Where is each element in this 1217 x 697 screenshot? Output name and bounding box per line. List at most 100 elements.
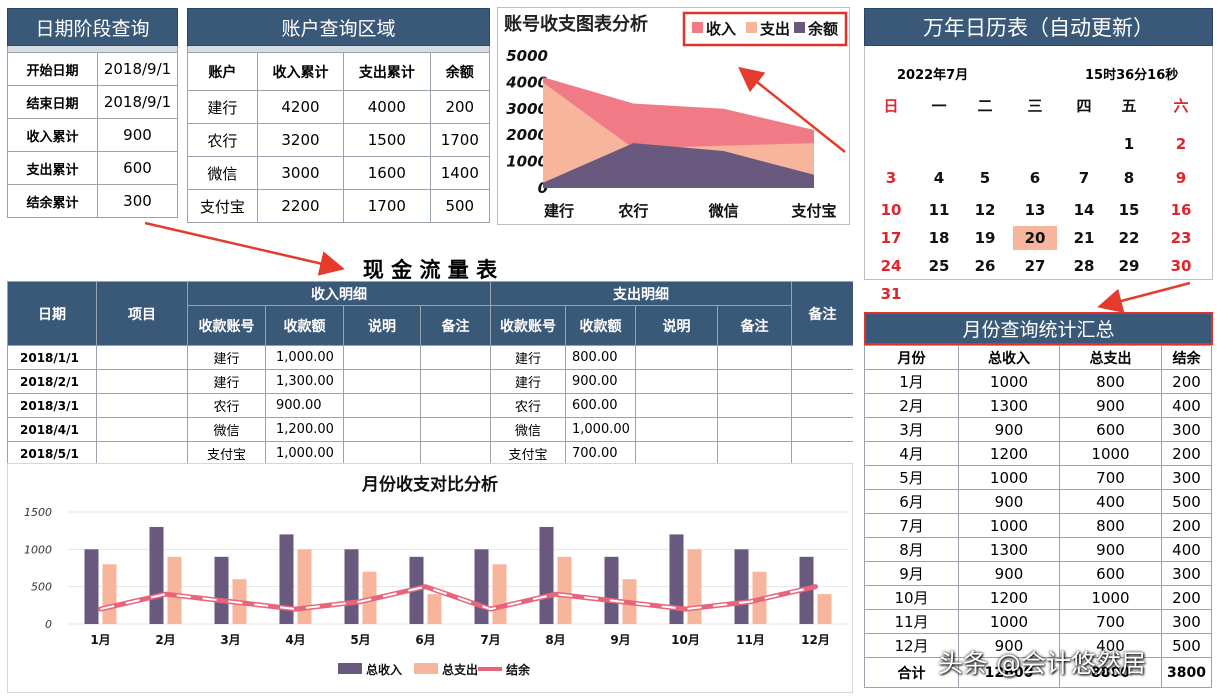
cf-date[interactable]: 2018/1/1 xyxy=(7,345,97,370)
calendar-day xyxy=(1062,132,1106,156)
cf-in-account[interactable]: 支付宝 xyxy=(187,441,266,463)
cf-out-amount[interactable]: 600.00 xyxy=(565,393,636,418)
cf-date[interactable]: 2018/3/1 xyxy=(7,393,97,418)
calendar-day[interactable]: 27 xyxy=(1024,257,1046,275)
cf-in-amount[interactable]: 1,000.00 xyxy=(265,345,344,370)
calendar-day xyxy=(917,132,961,156)
cf-in-account[interactable]: 建行 xyxy=(187,369,266,394)
calendar-day[interactable]: 4 xyxy=(933,169,945,187)
cf-note[interactable] xyxy=(791,369,853,394)
cf-in-account[interactable]: 建行 xyxy=(187,345,266,370)
calendar-day[interactable]: 21 xyxy=(1073,229,1095,247)
cf-note[interactable] xyxy=(791,441,853,463)
cf-out-account[interactable]: 建行 xyxy=(490,345,566,370)
cf-out-account[interactable]: 支付宝 xyxy=(490,441,566,463)
bar-legend-swatch xyxy=(414,663,438,674)
calendar-day[interactable]: 26 xyxy=(974,257,996,275)
cf-item[interactable] xyxy=(96,417,188,442)
calendar-day[interactable]: 14 xyxy=(1073,201,1095,219)
calendar-day[interactable]: 13 xyxy=(1024,201,1046,219)
cf-out-desc[interactable] xyxy=(635,369,718,394)
calendar-day[interactable]: 3 xyxy=(885,169,897,187)
cf-out-amount[interactable]: 800.00 xyxy=(565,345,636,370)
calendar-day[interactable]: 30 xyxy=(1170,257,1192,275)
calendar-day[interactable]: 25 xyxy=(928,257,950,275)
date-query-value[interactable]: 300 xyxy=(97,184,178,218)
cf-out-desc[interactable] xyxy=(635,393,718,418)
cf-in-desc[interactable] xyxy=(343,441,421,463)
cf-header-income: 收入明细 xyxy=(187,281,491,306)
cf-in-account[interactable]: 微信 xyxy=(187,417,266,442)
calendar-day[interactable]: 19 xyxy=(974,229,996,247)
calendar-day[interactable]: 17 xyxy=(880,229,902,247)
cf-in-desc[interactable] xyxy=(343,345,421,370)
calendar-day[interactable]: 22 xyxy=(1118,229,1140,247)
calendar-day[interactable]: 31 xyxy=(880,285,902,303)
cf-note[interactable] xyxy=(791,393,853,418)
calendar-day[interactable]: 16 xyxy=(1170,201,1192,219)
summary-cell: 1000 xyxy=(958,465,1060,490)
cf-item[interactable] xyxy=(96,369,188,394)
calendar-day[interactable]: 28 xyxy=(1073,257,1095,275)
cf-out-amount[interactable]: 700.00 xyxy=(565,441,636,463)
cf-out-note[interactable] xyxy=(717,369,792,394)
cf-in-amount[interactable]: 1,000.00 xyxy=(265,441,344,463)
cf-in-desc[interactable] xyxy=(343,369,421,394)
cf-in-amount[interactable]: 900.00 xyxy=(265,393,344,418)
area-x-tick: 农行 xyxy=(617,202,648,220)
cf-date[interactable]: 2018/4/1 xyxy=(7,417,97,442)
cf-in-amount[interactable]: 1,200.00 xyxy=(265,417,344,442)
cf-date[interactable]: 2018/5/1 xyxy=(7,441,97,463)
cf-item[interactable] xyxy=(96,393,188,418)
calendar-day[interactable]: 20 xyxy=(1013,226,1057,250)
calendar-day[interactable]: 12 xyxy=(974,201,996,219)
cf-in-note[interactable] xyxy=(420,441,491,463)
calendar-day[interactable]: 8 xyxy=(1123,169,1135,187)
calendar-day[interactable]: 11 xyxy=(928,201,950,219)
calendar-day[interactable]: 10 xyxy=(880,201,902,219)
cf-in-amount[interactable]: 1,300.00 xyxy=(265,369,344,394)
cf-out-note[interactable] xyxy=(717,393,792,418)
cf-item[interactable] xyxy=(96,441,188,463)
cf-out-note[interactable] xyxy=(717,417,792,442)
calendar-day[interactable]: 5 xyxy=(979,169,991,187)
cf-out-amount[interactable]: 900.00 xyxy=(565,369,636,394)
calendar-day[interactable]: 18 xyxy=(928,229,950,247)
calendar-day[interactable]: 2 xyxy=(1175,135,1187,153)
summary-cell: 6月 xyxy=(864,489,959,514)
cf-out-desc[interactable] xyxy=(635,441,718,463)
cf-item[interactable] xyxy=(96,345,188,370)
cf-in-desc[interactable] xyxy=(343,393,421,418)
bar-income xyxy=(669,534,684,624)
cf-out-note[interactable] xyxy=(717,441,792,463)
cf-out-account[interactable]: 农行 xyxy=(490,393,566,418)
calendar-day[interactable]: 23 xyxy=(1170,229,1192,247)
cf-out-note[interactable] xyxy=(717,345,792,370)
cf-in-note[interactable] xyxy=(420,417,491,442)
calendar-time: 15时36分16秒 xyxy=(1085,68,1179,83)
calendar-day[interactable]: 24 xyxy=(880,257,902,275)
calendar-day[interactable]: 29 xyxy=(1118,257,1140,275)
cf-out-desc[interactable] xyxy=(635,417,718,442)
cf-in-note[interactable] xyxy=(420,345,491,370)
calendar-day[interactable]: 6 xyxy=(1029,169,1041,187)
cf-in-desc[interactable] xyxy=(343,417,421,442)
summary-cell: 400 xyxy=(1161,393,1212,418)
calendar-day[interactable]: 9 xyxy=(1175,169,1187,187)
cf-out-account[interactable]: 微信 xyxy=(490,417,566,442)
cf-out-account[interactable]: 建行 xyxy=(490,369,566,394)
cf-note[interactable] xyxy=(791,345,853,370)
calendar-day[interactable]: 1 xyxy=(1123,135,1135,153)
cf-note[interactable] xyxy=(791,417,853,442)
calendar-day[interactable]: 15 xyxy=(1118,201,1140,219)
date-query-value[interactable]: 2018/9/1 xyxy=(97,85,178,119)
calendar-day[interactable]: 7 xyxy=(1078,169,1090,187)
cf-in-account[interactable]: 农行 xyxy=(187,393,266,418)
cf-in-note[interactable] xyxy=(420,369,491,394)
cf-in-note[interactable] xyxy=(420,393,491,418)
date-query-value[interactable]: 600 xyxy=(97,151,178,185)
cf-out-desc[interactable] xyxy=(635,345,718,370)
area-y-tick: 2000 xyxy=(506,126,548,144)
cf-out-amount[interactable]: 1,000.00 xyxy=(565,417,636,442)
cf-date[interactable]: 2018/2/1 xyxy=(7,369,97,394)
